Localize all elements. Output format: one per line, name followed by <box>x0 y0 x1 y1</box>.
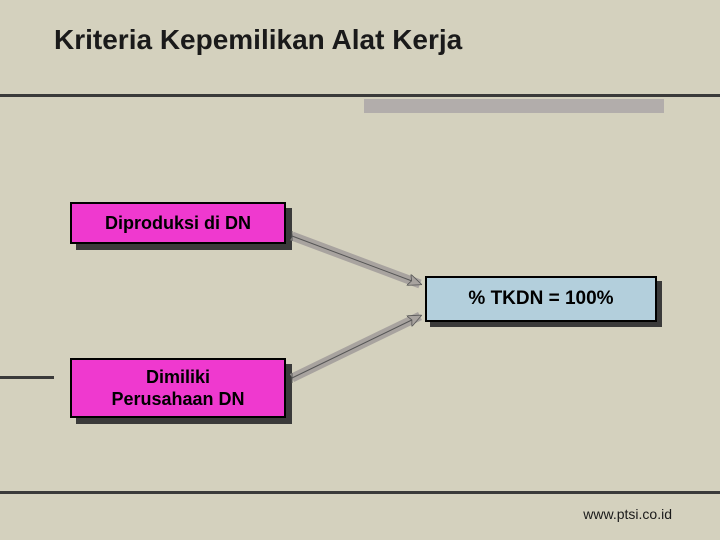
arrow-1 <box>292 231 420 284</box>
box-tkdn: % TKDN = 100% <box>425 276 657 322</box>
title-accent-bar <box>364 99 664 113</box>
slide-title: Kriteria Kepemilikan Alat Kerja <box>54 24 462 56</box>
footer-rule <box>0 491 720 494</box>
footer-side-rule <box>0 376 54 379</box>
footer-url: www.ptsi.co.id <box>583 506 672 522</box>
arrow-2 <box>292 316 420 383</box>
title-rule <box>0 94 720 97</box>
arrows-layer <box>0 0 720 540</box>
box-dimiliki: DimilikiPerusahaan DN <box>70 358 286 418</box>
box-diproduksi: Diproduksi di DN <box>70 202 286 244</box>
